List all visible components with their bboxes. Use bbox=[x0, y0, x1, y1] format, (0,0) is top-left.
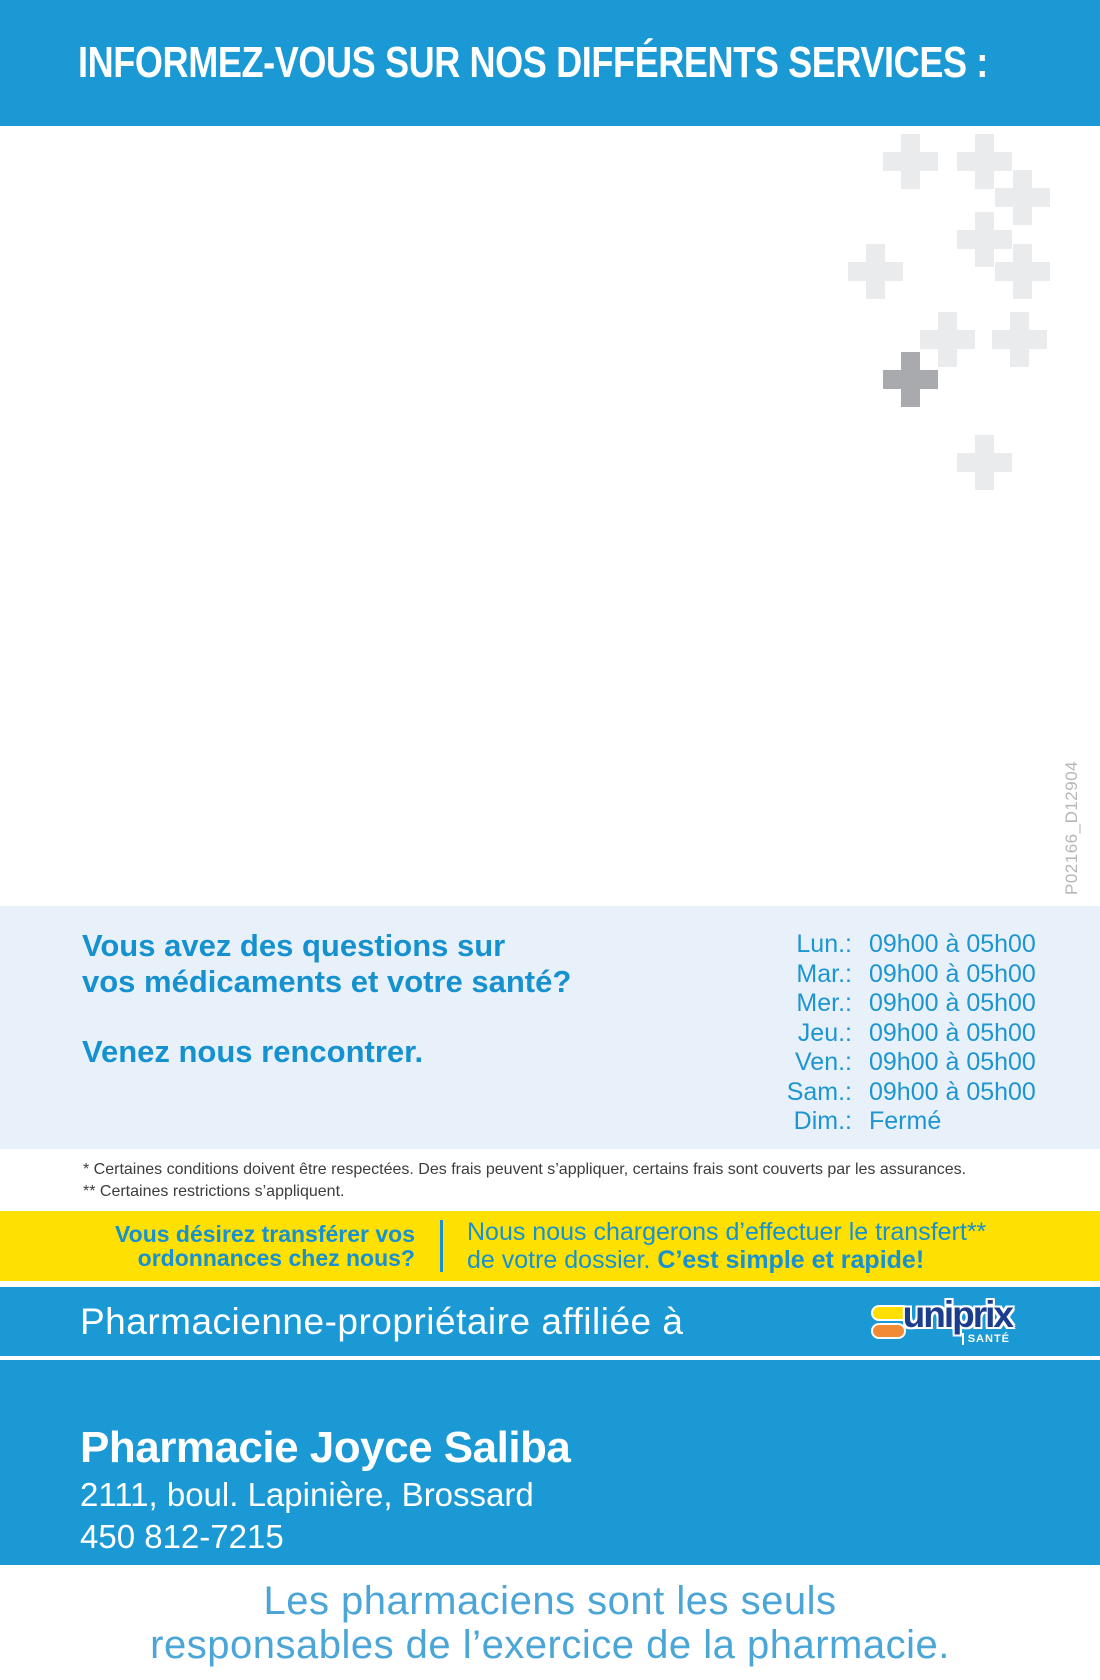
hours-row: Jeu.: 09h00 à 05h00 bbox=[760, 1019, 1036, 1049]
page-title: INFORMEZ-VOUS SUR NOS DIFFÉRENTS SERVICE… bbox=[78, 38, 988, 87]
logo-orange-bar-icon bbox=[870, 1323, 906, 1339]
plus-icon bbox=[957, 435, 1012, 490]
hours-day-label: Dim.: bbox=[793, 1107, 852, 1135]
hours-time-value: 09h00 à 05h00 bbox=[869, 989, 1036, 1017]
hours-day-label: Mer.: bbox=[796, 989, 852, 1017]
hours-row: Ven.: 09h00 à 05h00 bbox=[760, 1048, 1036, 1078]
legal-footer-line1: Les pharmaciens sont les seuls bbox=[263, 1579, 837, 1623]
hours-day-label: Mar.: bbox=[796, 959, 852, 988]
hours-time-value: 09h00 à 05h00 bbox=[869, 1077, 1036, 1106]
transfer-question-line1: Vous désirez transférer vos bbox=[115, 1221, 415, 1247]
hours-day-label: Jeu.: bbox=[797, 1018, 852, 1047]
logo-sub-text: SANTÉ bbox=[961, 1333, 1010, 1345]
footnotes: * Certaines conditions doivent être resp… bbox=[0, 1149, 1100, 1211]
transfer-question-line2: ordonnances chez nous? bbox=[137, 1245, 415, 1271]
hours-day-label: Lun.: bbox=[796, 930, 852, 958]
footnote-conditions: * Certaines conditions doivent être resp… bbox=[83, 1161, 967, 1178]
transfer-answer: Nous nous chargerons d’effectuer le tran… bbox=[467, 1218, 986, 1274]
questions-line1: Vous avez des questions sur bbox=[82, 928, 506, 963]
plus-icon bbox=[848, 244, 903, 299]
hours-day-label: Ven.: bbox=[795, 1048, 852, 1076]
hours-time-value: 09h00 à 05h00 bbox=[869, 1018, 1036, 1047]
pharmacy-phone: 450 812-7215 bbox=[80, 1518, 284, 1555]
hours-row: Lun.: 09h00 à 05h00 bbox=[760, 930, 1036, 960]
vertical-divider bbox=[440, 1220, 443, 1272]
transfer-answer-line1: Nous nous chargerons d’effectuer le tran… bbox=[467, 1218, 987, 1246]
transfer-question: Vous désirez transférer vos ordonnances … bbox=[0, 1222, 415, 1270]
plus-icon bbox=[957, 134, 1012, 189]
hours-time-value: Fermé bbox=[869, 1107, 942, 1135]
hours-row: Mar.: 09h00 à 05h00 bbox=[760, 959, 1036, 990]
hours-time-value: 09h00 à 05h00 bbox=[869, 930, 1036, 958]
transfer-answer-line2: de votre dossier. C’est simple et rapide… bbox=[467, 1246, 986, 1274]
print-code: P02166_D12904 bbox=[1062, 760, 1081, 895]
header-band: INFORMEZ-VOUS SUR NOS DIFFÉRENTS SERVICE… bbox=[0, 0, 1100, 126]
hours-time-value: 09h00 à 05h00 bbox=[869, 1048, 1036, 1076]
transfer-band: Vous désirez transférer vos ordonnances … bbox=[0, 1211, 1100, 1281]
pharmacy-name: Pharmacie Joyce Saliba bbox=[80, 1423, 571, 1472]
white-gap bbox=[0, 1281, 1100, 1287]
hours-row: Mer.: 09h00 à 05h00 bbox=[760, 989, 1036, 1019]
logo-wordwrap: uniprix SANTÉ bbox=[902, 1294, 1014, 1345]
logo-bars-icon bbox=[870, 1305, 911, 1339]
cross-field: P02166_D12904 bbox=[0, 126, 1100, 906]
legal-footer: Les pharmaciens sont les seuls responsab… bbox=[0, 1565, 1100, 1680]
legal-footer-line2: responsables de l’exercice de la pharmac… bbox=[150, 1623, 950, 1667]
plus-icon bbox=[992, 312, 1047, 367]
hours-list: Lun.: 09h00 à 05h00 Mar.: 09h00 à 05h00 Mer.… bbox=[760, 930, 1036, 1137]
plus-icon bbox=[957, 212, 1012, 267]
plus-icon bbox=[995, 170, 1050, 225]
info-band: Vous avez des questions sur vos médicame… bbox=[0, 906, 1100, 1149]
transfer-answer-line2-bold: C’est simple et rapide! bbox=[657, 1246, 925, 1274]
pharmacy-band: Pharmacie Joyce Saliba 2111, boul. Lapin… bbox=[0, 1360, 1100, 1565]
logo-brand-text: uniprix bbox=[902, 1294, 1014, 1335]
affiliation-label: Pharmacienne-propriétaire affiliée à bbox=[80, 1300, 684, 1342]
hours-row: Dim.: Fermé bbox=[760, 1107, 1036, 1137]
footnote-restrictions: ** Certaines restrictions s’appliquent. bbox=[83, 1183, 345, 1200]
separator-line bbox=[0, 1356, 1100, 1360]
hours-row: Sam.: 09h00 à 05h00 bbox=[760, 1078, 1036, 1108]
pharmacy-address: 2111, boul. Lapinière, Brossard bbox=[80, 1476, 534, 1513]
meet-us-text: Venez nous rencontrer. bbox=[82, 1034, 424, 1069]
plus-icon bbox=[883, 352, 938, 407]
logo-yellow-bar-icon bbox=[870, 1305, 911, 1321]
affiliation-band: Pharmacienne-propriétaire affiliée à uni… bbox=[0, 1287, 1100, 1356]
hours-time-value: 09h00 à 05h00 bbox=[869, 959, 1036, 988]
plus-icon bbox=[920, 312, 975, 367]
hours-day-label: Sam.: bbox=[786, 1077, 852, 1106]
plus-icon bbox=[995, 244, 1050, 299]
transfer-answer-line2-regular: de votre dossier. bbox=[467, 1246, 658, 1274]
uniprix-logo: uniprix SANTÉ bbox=[870, 1294, 1014, 1345]
questions-line2: vos médicaments et votre santé? bbox=[82, 964, 572, 999]
plus-icon bbox=[883, 134, 938, 189]
